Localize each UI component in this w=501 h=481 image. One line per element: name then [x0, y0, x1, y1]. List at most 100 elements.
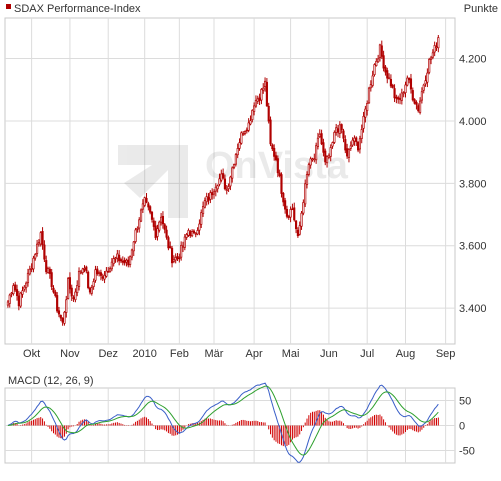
x-tick-label: 2010: [132, 348, 156, 360]
candle-body: [260, 89, 263, 101]
candle-body: [216, 185, 219, 190]
candle-body: [70, 287, 73, 297]
candle-body: [76, 285, 79, 294]
candle-body: [291, 208, 294, 211]
candle-body: [327, 155, 330, 158]
y-tick-label: 3.600: [459, 241, 487, 253]
candle-body: [346, 148, 349, 157]
candle-body: [23, 286, 26, 290]
candle-body: [307, 164, 310, 175]
macd-line: [7, 382, 439, 463]
candle-body: [32, 257, 35, 270]
candle-body: [362, 116, 365, 129]
candle-body: [101, 276, 104, 279]
candle-body: [72, 297, 75, 299]
candle-body: [132, 241, 135, 252]
candle-body: [391, 84, 394, 88]
candle-body: [409, 78, 413, 90]
candle-body: [289, 209, 292, 218]
candle-body: [231, 167, 234, 179]
candle-body: [130, 249, 134, 258]
candle-body: [333, 132, 336, 143]
candle-body: [386, 70, 389, 79]
candle-body: [28, 268, 31, 275]
candle-body: [426, 72, 429, 83]
candle-body: [320, 133, 323, 145]
candle-body: [318, 133, 321, 137]
candle-body: [335, 127, 338, 133]
candle-body: [429, 57, 433, 60]
candle-body: [369, 84, 372, 89]
candle-body: [336, 128, 340, 133]
candle-body: [8, 294, 11, 304]
candle-body: [366, 103, 369, 111]
candle-body: [388, 77, 391, 80]
candle-body: [419, 100, 422, 113]
candle-body: [181, 245, 185, 248]
candle-body: [404, 84, 407, 93]
candle-body: [435, 46, 438, 49]
y-tick-label: 4.000: [459, 116, 487, 128]
y-tick-label: 3.800: [459, 178, 487, 190]
candle-body: [118, 254, 121, 262]
candle-body: [92, 281, 95, 287]
candle-body: [25, 282, 28, 289]
x-tick-label: Dez: [98, 348, 118, 360]
macd-title: MACD (12, 26, 9): [8, 375, 94, 387]
candle-body: [57, 310, 61, 315]
candle-body: [211, 192, 214, 196]
candle-body: [293, 207, 296, 221]
candle-body: [41, 231, 44, 246]
candle-body: [232, 164, 236, 168]
x-tick-label: Apr: [246, 348, 263, 360]
candle-body: [129, 256, 132, 265]
candle-body: [274, 155, 278, 161]
candle-body: [201, 206, 205, 215]
candle-body: [12, 285, 15, 295]
candle-body: [108, 268, 112, 273]
candle-body: [364, 108, 367, 118]
candle-body: [46, 268, 50, 273]
candle-body: [34, 254, 37, 259]
candle-body: [338, 124, 341, 134]
x-tick-label: Okt: [23, 348, 40, 360]
candle-body: [265, 81, 268, 107]
candle-body: [278, 172, 281, 176]
candle-body: [282, 193, 285, 203]
candle-body: [316, 137, 320, 147]
y-tick-label: 4.200: [459, 54, 487, 66]
candle-body: [6, 301, 9, 306]
candle-body: [222, 173, 225, 179]
candle-body: [325, 156, 329, 164]
macd-y-tick-label: -50: [459, 446, 475, 458]
candle-body: [324, 150, 327, 163]
candle-body: [382, 55, 385, 69]
candle-body: [187, 230, 190, 236]
candle-body: [340, 124, 343, 131]
candle-body: [176, 256, 179, 260]
candle-body: [79, 271, 82, 274]
candle-body: [377, 58, 380, 63]
candle-body: [238, 142, 241, 149]
candle-body: [167, 237, 170, 249]
candle-body: [309, 158, 312, 166]
candle-body: [269, 119, 272, 145]
y-tick-label: 3.400: [459, 303, 487, 315]
candle-body: [198, 223, 201, 231]
candle-body: [110, 261, 113, 270]
candle-body: [154, 225, 157, 239]
candle-body: [242, 133, 245, 136]
candle-body: [284, 200, 287, 210]
candle-body: [375, 60, 378, 66]
candle-body: [263, 80, 267, 88]
candle-body: [36, 243, 39, 254]
candle-body: [149, 206, 152, 213]
candle-body: [125, 259, 128, 263]
candle-body: [422, 84, 425, 91]
candle-body: [253, 105, 256, 112]
candle-body: [342, 130, 345, 139]
candle-body: [305, 174, 309, 185]
candle-body: [136, 228, 139, 230]
x-tick-label: Jul: [360, 348, 374, 360]
candle-body: [163, 224, 166, 230]
